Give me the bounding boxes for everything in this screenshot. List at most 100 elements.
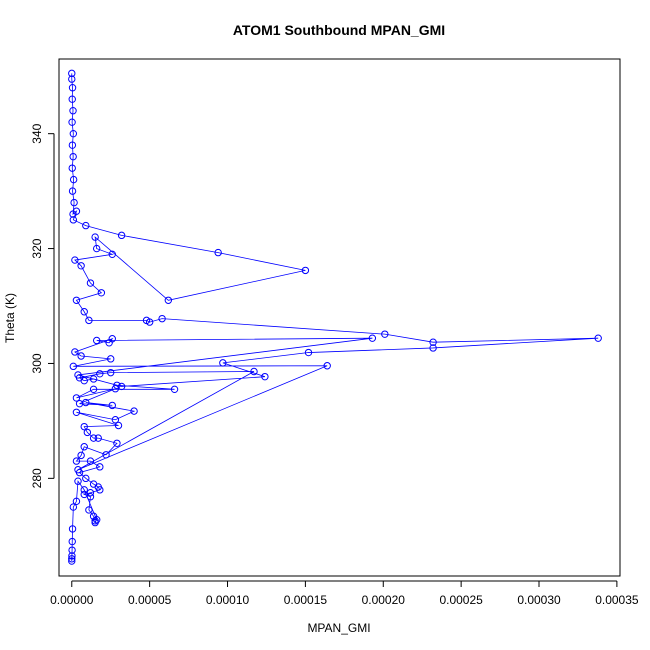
data-point [83, 428, 92, 437]
data-point [77, 352, 85, 360]
data-point [68, 525, 77, 533]
data-point [113, 381, 121, 389]
data-point [113, 439, 121, 447]
data-point [107, 355, 115, 363]
y-axis: 280 300 320 340 [30, 123, 55, 488]
data-point [96, 370, 104, 378]
data-point [261, 372, 269, 381]
data-point [72, 457, 81, 465]
data-point [111, 416, 120, 424]
data-point [91, 233, 99, 241]
data-point [69, 503, 78, 511]
data-point [68, 69, 76, 78]
data-point [68, 552, 76, 560]
plot-frame [58, 58, 621, 577]
data-point [69, 152, 77, 161]
data-point [108, 401, 116, 410]
data-point [68, 555, 76, 563]
data-point [80, 486, 88, 494]
x-tick-label: 0.00030 [517, 593, 561, 607]
data-point [108, 250, 116, 259]
data-point [114, 421, 123, 430]
data-point [68, 557, 76, 565]
data-point [68, 537, 76, 546]
data-point [69, 362, 78, 371]
data-point [77, 262, 85, 270]
x-tick-label: 0.00025 [439, 593, 483, 607]
x-tick-label: 0.00035 [595, 593, 639, 607]
data-point [89, 375, 98, 383]
data-point [77, 451, 85, 460]
data-point [82, 221, 90, 230]
data-point [69, 216, 78, 224]
x-axis-label: MPAN_GMI [307, 621, 370, 635]
data-point [145, 318, 154, 326]
x-tick-label: 0.00005 [128, 593, 172, 607]
data-point [85, 316, 93, 325]
data-point [68, 141, 77, 149]
data-point [117, 231, 126, 240]
data-point [301, 266, 310, 275]
data-point [85, 506, 93, 514]
data-point [71, 348, 79, 356]
data-point [71, 256, 79, 264]
data-point [72, 497, 81, 506]
data-point [164, 296, 173, 304]
data-point [74, 477, 82, 485]
data-point [107, 368, 115, 377]
data-point [69, 175, 78, 184]
data-point [86, 493, 95, 501]
data-point [368, 334, 377, 342]
data-point [323, 362, 331, 370]
data-point [68, 164, 76, 172]
data-point [594, 334, 602, 342]
data-point [68, 187, 77, 195]
data-point [72, 408, 81, 416]
series-layer [68, 69, 602, 565]
y-tick-label: 320 [30, 238, 44, 258]
data-point [97, 289, 106, 297]
data-point [94, 434, 102, 442]
y-tick-label: 300 [30, 353, 44, 373]
data-point [429, 338, 437, 346]
x-tick-label: 0.00015 [284, 593, 328, 607]
data-point [72, 394, 81, 402]
data-point [82, 474, 90, 483]
data-point [117, 382, 126, 391]
data-point [170, 385, 179, 394]
data-point [86, 279, 95, 287]
x-tick-label: 0.00020 [362, 593, 406, 607]
data-point [72, 207, 81, 215]
x-axis: 0.00000 0.00005 0.00010 0.00015 0.00020 0.000… [50, 580, 639, 607]
y-axis-label: Theta (K) [3, 293, 17, 343]
data-point [80, 376, 88, 385]
data-point [69, 129, 78, 138]
data-point [102, 451, 110, 459]
data-point [68, 75, 76, 83]
data-point [80, 308, 88, 316]
data-point [68, 84, 77, 92]
data-point [72, 296, 81, 304]
x-tick-label: 0.00000 [50, 593, 94, 607]
data-point [96, 486, 104, 494]
data-point [96, 463, 104, 471]
data-point [111, 385, 120, 393]
data-point [92, 336, 101, 345]
data-point [75, 468, 84, 477]
data-point [68, 118, 76, 126]
data-point [219, 359, 227, 367]
data-point [108, 335, 116, 343]
data-point [130, 407, 138, 415]
data-point [68, 95, 76, 103]
data-point [80, 443, 88, 451]
data-point [92, 516, 101, 524]
data-point [92, 244, 101, 253]
y-tick-label: 280 [30, 468, 44, 488]
data-point [82, 398, 90, 407]
data-point [429, 344, 437, 352]
data-point [158, 314, 166, 323]
data-point [86, 457, 95, 465]
data-point [89, 434, 98, 442]
